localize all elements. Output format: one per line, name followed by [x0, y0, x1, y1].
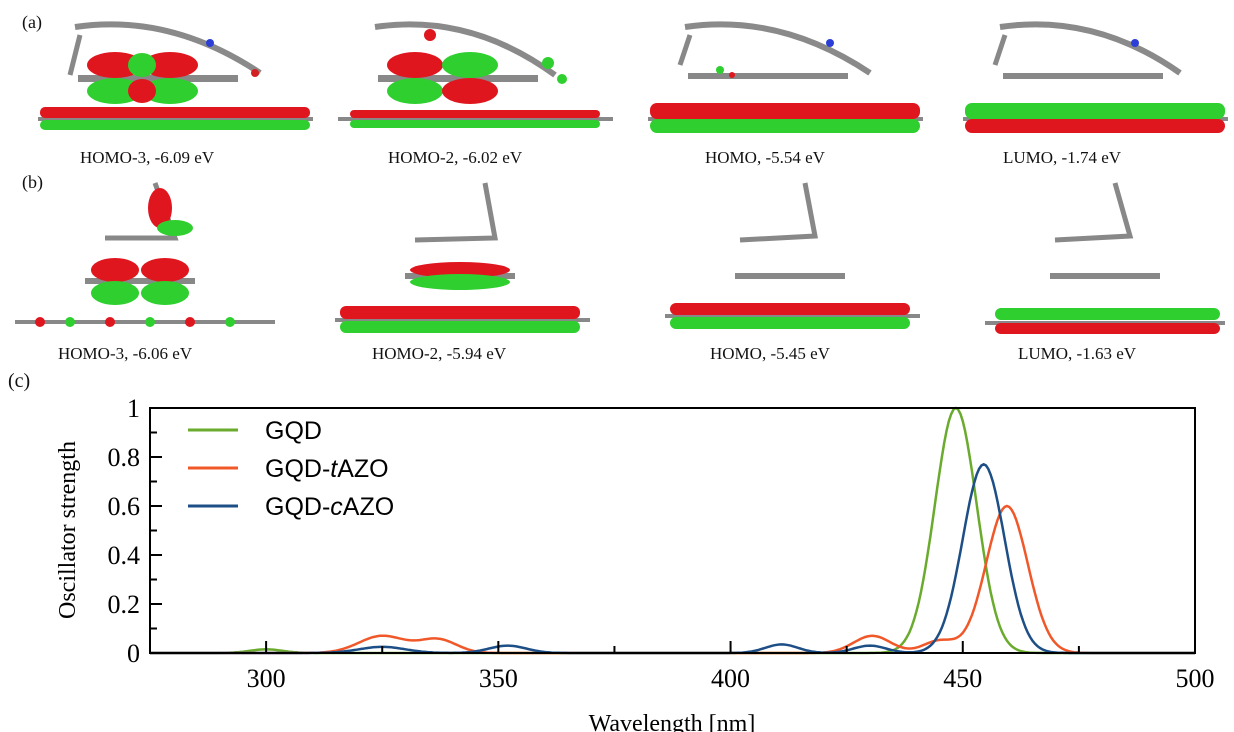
orbital-image-a-3	[648, 21, 923, 133]
x-tick-label: 350	[479, 664, 518, 693]
legend-label-1: GQD	[265, 417, 322, 445]
y-tick-label: 0.2	[108, 590, 141, 619]
y-tick-label: 0	[127, 639, 140, 668]
x-axis-label: Wavelength [nm]	[589, 711, 756, 732]
orbital-caption-a-4: LUMO, -1.74 eV	[1003, 148, 1122, 167]
x-tick-label: 400	[711, 664, 750, 693]
oscillator-strength-chart: 300 350 400 450 500 0 0.2 0.4 0.6 0.8 1 GQD GQD-tAZ…	[55, 394, 1215, 732]
panel-label-c: (c)	[8, 370, 31, 392]
x-tick-label: 300	[247, 664, 286, 693]
orbital-image-a-1	[38, 21, 313, 130]
y-axis-label: Oscillator strength	[55, 441, 81, 619]
legend-label-2: GQD-tAZO	[265, 455, 389, 483]
orbital-image-b-3	[665, 182, 920, 329]
orbital-caption-a-2: HOMO-2, -6.02 eV	[388, 148, 523, 167]
orbital-image-a-2	[338, 21, 613, 128]
y-tick-label: 1	[127, 394, 140, 423]
orbital-caption-a-1: HOMO-3, -6.09 eV	[80, 148, 215, 167]
orbital-caption-b-4: LUMO, -1.63 eV	[1018, 344, 1137, 363]
panel-label-b: (b)	[22, 172, 43, 192]
panel-label-a: (a)	[22, 12, 42, 32]
series-line-2	[150, 504, 1195, 655]
x-tick-label: 450	[943, 664, 982, 693]
orbital-image-a-4	[963, 21, 1228, 133]
y-tick-label: 0.6	[108, 492, 141, 521]
y-tick-label: 0.8	[108, 443, 141, 472]
orbital-caption-b-2: HOMO-2, -5.94 eV	[372, 344, 507, 363]
x-tick-label: 500	[1176, 664, 1215, 693]
orbital-caption-b-3: HOMO, -5.45 eV	[710, 344, 830, 363]
orbital-caption-a-3: HOMO, -5.54 eV	[705, 148, 825, 167]
orbital-image-b-4	[985, 182, 1225, 334]
orbital-image-b-1	[15, 182, 275, 327]
legend-label-3: GQD-cAZO	[265, 493, 394, 521]
orbital-caption-b-1: HOMO-3, -6.06 eV	[58, 344, 193, 363]
orbital-image-b-2	[335, 182, 590, 333]
y-tick-label: 0.4	[108, 541, 141, 570]
